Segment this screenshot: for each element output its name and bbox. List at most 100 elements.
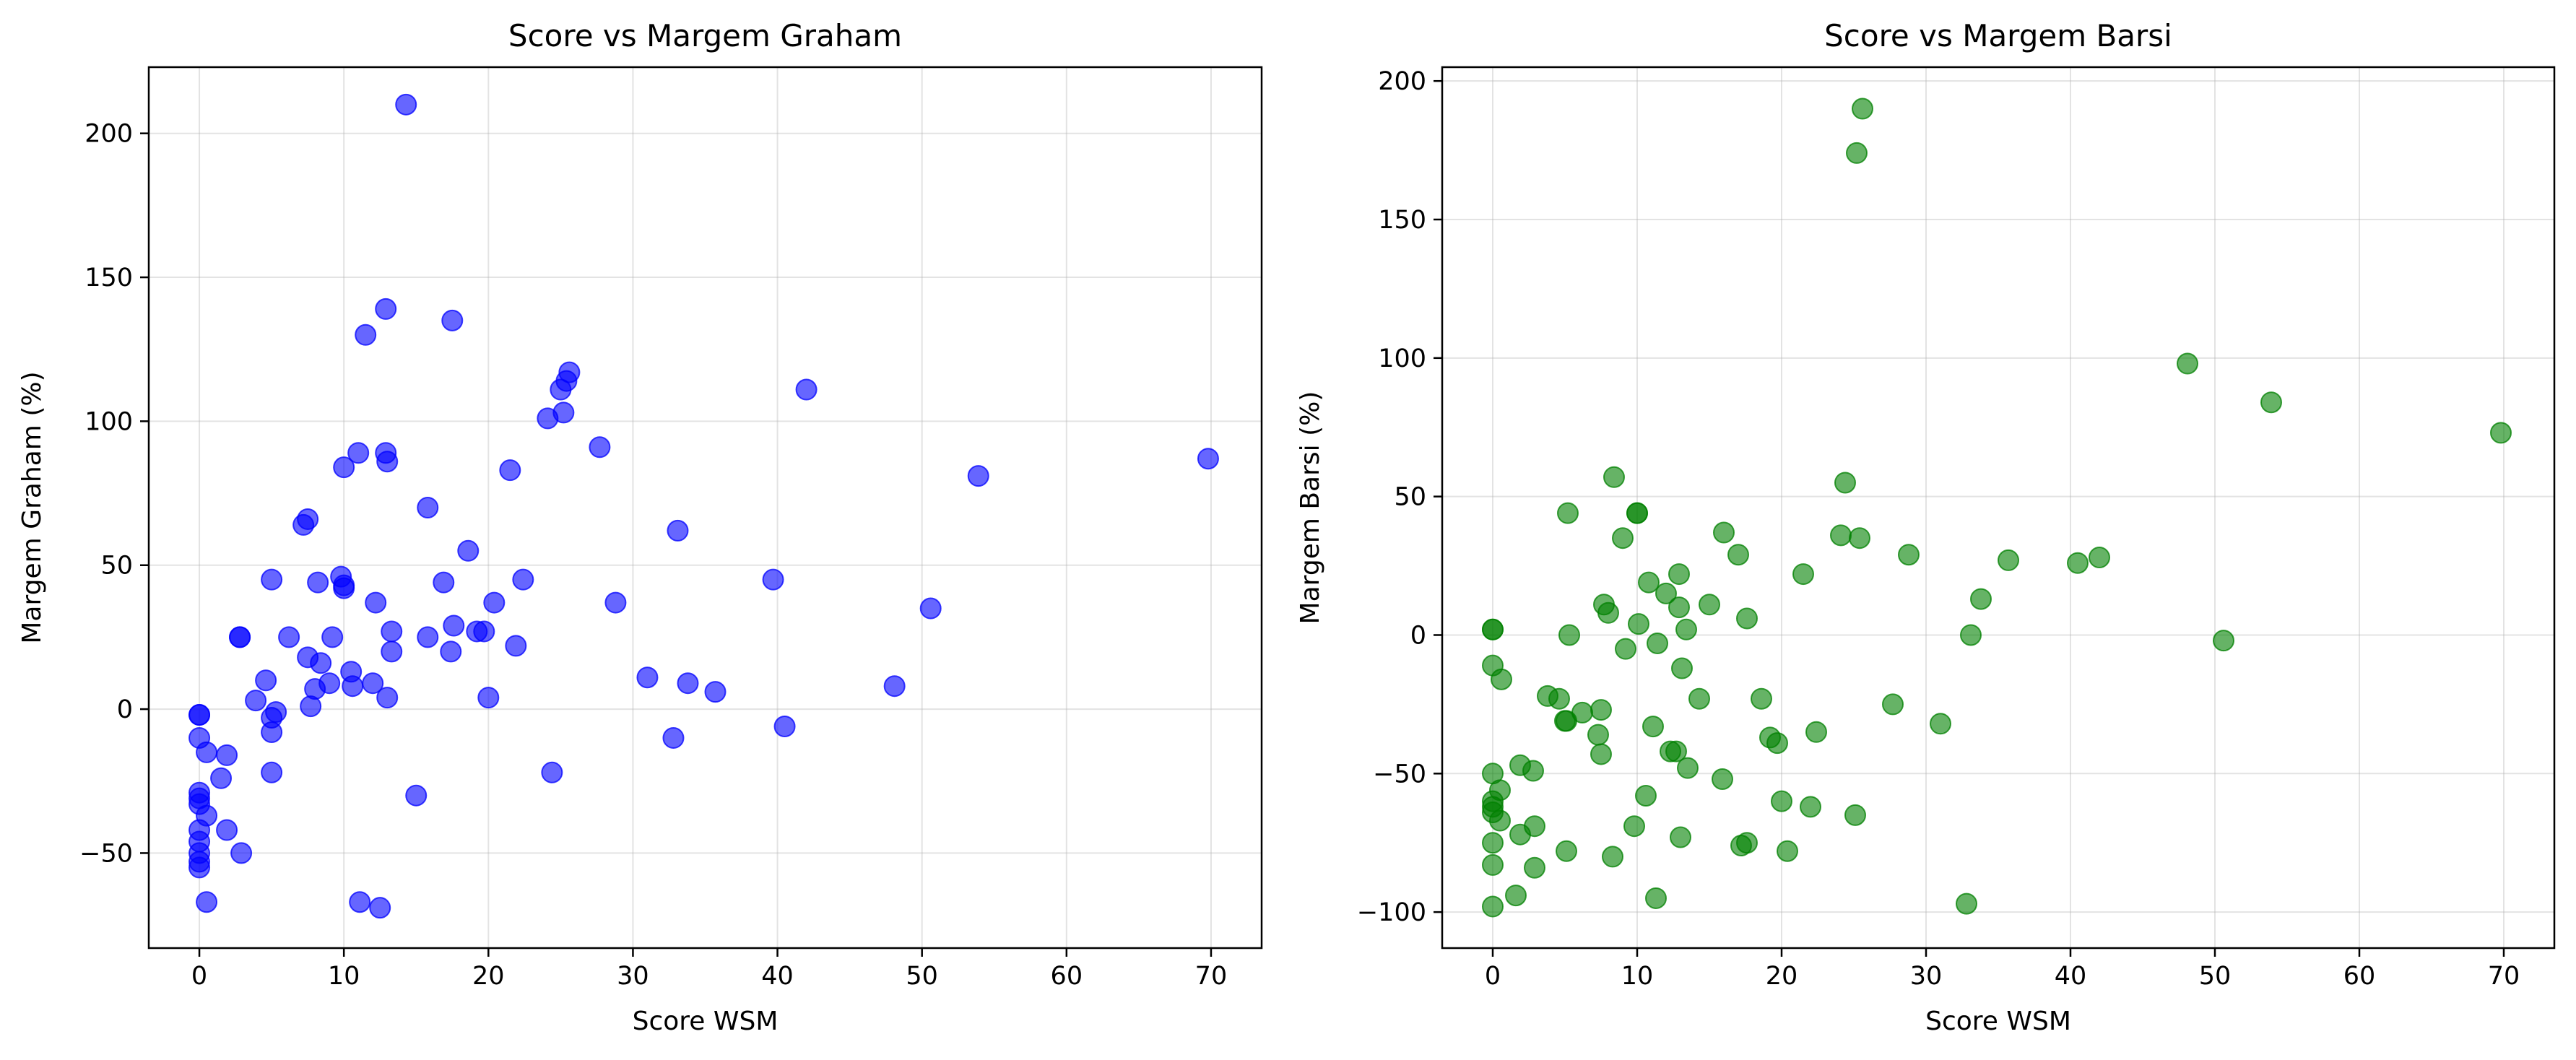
data-point	[1846, 142, 1868, 164]
data-point	[1638, 571, 1660, 594]
data-point	[349, 891, 371, 913]
chart-title: Score vs Margem Graham	[508, 18, 902, 53]
y-tick-label: −100	[1357, 898, 1426, 927]
data-point	[499, 459, 521, 482]
data-point	[667, 519, 689, 542]
data-point	[1548, 687, 1570, 710]
data-point	[762, 568, 784, 591]
data-point	[477, 687, 500, 709]
x-tick-label: 40	[2055, 962, 2087, 991]
data-point	[1668, 563, 1690, 586]
data-point	[1849, 527, 1870, 549]
data-point	[210, 767, 233, 789]
data-point	[1628, 613, 1649, 635]
data-point	[318, 672, 341, 695]
data-point	[2213, 630, 2234, 652]
data-point	[589, 436, 611, 459]
y-tick-label: 50	[1394, 483, 1426, 512]
data-point	[245, 690, 267, 712]
data-point	[1677, 757, 1699, 779]
x-tick-label: 60	[1051, 962, 1083, 991]
data-point	[1482, 853, 1504, 876]
data-point	[1830, 524, 1852, 547]
data-point	[1524, 856, 1545, 879]
data-point	[677, 672, 699, 695]
data-point	[552, 401, 575, 424]
data-point	[376, 451, 399, 473]
data-point	[1736, 832, 1758, 854]
data-point	[1626, 502, 1648, 524]
data-point	[604, 591, 627, 614]
y-tick-label: 100	[84, 407, 133, 436]
y-tick-label: 200	[1378, 67, 1426, 96]
data-point	[1522, 760, 1544, 782]
y-tick-label: 200	[84, 120, 133, 149]
chart-title: Score vs Margem Barsi	[1824, 18, 2172, 53]
data-point	[636, 666, 659, 689]
data-point	[1699, 594, 1720, 616]
data-point	[333, 577, 355, 599]
y-axis-label: Margem Graham (%)	[17, 371, 47, 643]
data-point	[1197, 448, 1219, 470]
data-point	[1571, 701, 1593, 724]
data-point	[2177, 352, 2198, 375]
x-axis-label: Score WSM	[633, 1007, 779, 1036]
data-point	[1635, 784, 1657, 807]
data-point	[1713, 521, 1735, 544]
data-point	[188, 856, 211, 879]
y-tick-label: 0	[1410, 621, 1426, 650]
data-point	[1771, 790, 1792, 812]
data-point	[505, 635, 527, 657]
data-point	[1623, 815, 1645, 838]
data-point	[443, 614, 465, 637]
data-point	[362, 672, 384, 695]
y-tick-label: −50	[79, 839, 133, 868]
data-point	[883, 675, 906, 698]
data-point	[1960, 624, 1982, 646]
x-tick-label: 20	[472, 962, 505, 991]
data-point	[417, 497, 439, 518]
x-tick-label: 10	[328, 962, 360, 991]
data-point	[1556, 840, 1577, 862]
data-point	[196, 741, 218, 763]
data-point	[1751, 687, 1772, 710]
data-point	[433, 571, 455, 594]
data-point	[1642, 716, 1664, 738]
data-point	[375, 297, 397, 320]
data-point	[417, 626, 439, 648]
data-point	[265, 701, 287, 724]
scatter-points	[1482, 97, 2512, 918]
data-point	[1491, 668, 1512, 690]
data-point	[297, 508, 319, 530]
data-point	[1882, 693, 1904, 716]
data-point	[1597, 601, 1619, 624]
graham-scatter-panel: 0 10 20 30 40 50 60 70 −50 0 50 100 150 200 Score vs M…	[17, 18, 1263, 1036]
barsi-scatter-panel: 0 10 20 30 40 50 60 70 −100 −50 0 50 100 150 200 Score …	[1296, 18, 2556, 1036]
data-point	[1482, 832, 1504, 854]
axes-frame	[147, 66, 1263, 950]
axes-frame	[1441, 66, 2556, 950]
x-tick-label: 70	[1195, 962, 1228, 991]
data-point	[1524, 815, 1545, 838]
data-point	[1834, 472, 1856, 494]
data-point	[216, 819, 238, 841]
data-point	[342, 675, 364, 698]
data-point	[1688, 687, 1710, 710]
data-point	[369, 897, 391, 919]
data-point	[1557, 502, 1579, 524]
x-tick-label: 50	[2199, 962, 2232, 991]
data-point	[376, 687, 399, 709]
data-point	[1603, 466, 1625, 488]
data-point	[541, 761, 563, 783]
data-point	[1482, 618, 1504, 640]
data-point	[2067, 552, 2089, 574]
x-tick-label: 0	[191, 962, 207, 991]
data-point	[1930, 713, 1951, 735]
data-point	[1671, 657, 1693, 679]
data-point	[2089, 547, 2110, 569]
data-point	[333, 456, 355, 479]
data-point	[704, 681, 727, 703]
data-point	[310, 652, 332, 674]
data-point	[473, 620, 495, 643]
